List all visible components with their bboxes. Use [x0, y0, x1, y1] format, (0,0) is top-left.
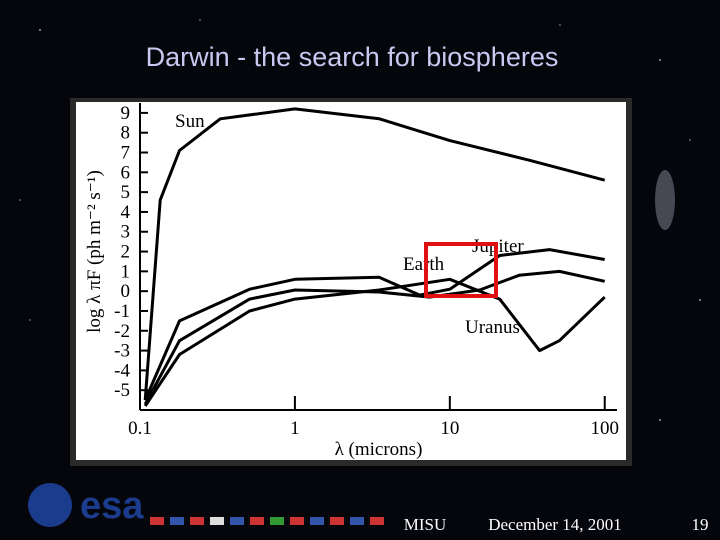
series-label: Uranus	[465, 317, 520, 338]
y-axis-label: log λ πF (ph m⁻² s⁻¹)	[84, 170, 105, 333]
y-tick-label: 5	[121, 182, 131, 203]
x-tick-label: 0.1	[128, 418, 152, 439]
series-label: Sun	[175, 111, 205, 132]
y-tick-label: -4	[114, 360, 130, 381]
y-tick-label: 0	[121, 281, 131, 302]
series-label: Jupiter	[472, 236, 524, 257]
logo-mark	[28, 483, 72, 527]
x-tick-label: 1	[290, 418, 300, 439]
y-tick-label: -3	[114, 341, 130, 362]
x-axis-label: λ (microns)	[335, 439, 423, 460]
y-tick-label: 2	[121, 242, 131, 263]
chart-panel	[76, 102, 626, 460]
x-tick-label: 10	[440, 418, 459, 439]
y-tick-label: -1	[114, 301, 130, 322]
series-label: Earth	[403, 254, 445, 275]
slide-title: Darwin - the search for biospheres	[146, 42, 559, 72]
y-tick-label: -5	[114, 380, 130, 401]
page-number: 19	[692, 515, 709, 534]
series-line	[143, 277, 606, 407]
y-tick-label: 6	[121, 162, 131, 183]
series-line	[143, 107, 606, 401]
y-tick-label: 8	[121, 123, 131, 144]
stars	[19, 19, 701, 421]
galaxy	[655, 170, 675, 230]
y-tick-label: 1	[121, 261, 131, 282]
x-tick-label: 100	[590, 418, 619, 439]
y-tick-label: 3	[121, 222, 131, 243]
logo: esa	[80, 485, 144, 527]
y-tick-label: 7	[121, 143, 131, 164]
footer-date: December 14, 2001	[488, 515, 622, 534]
y-tick-label: -2	[114, 321, 130, 342]
footer-left: MISU	[404, 515, 447, 534]
y-tick-label: 4	[121, 202, 131, 223]
series-line	[143, 269, 606, 405]
y-tick-label: 9	[121, 103, 131, 124]
flags	[150, 517, 384, 525]
highlight-box	[424, 242, 498, 298]
